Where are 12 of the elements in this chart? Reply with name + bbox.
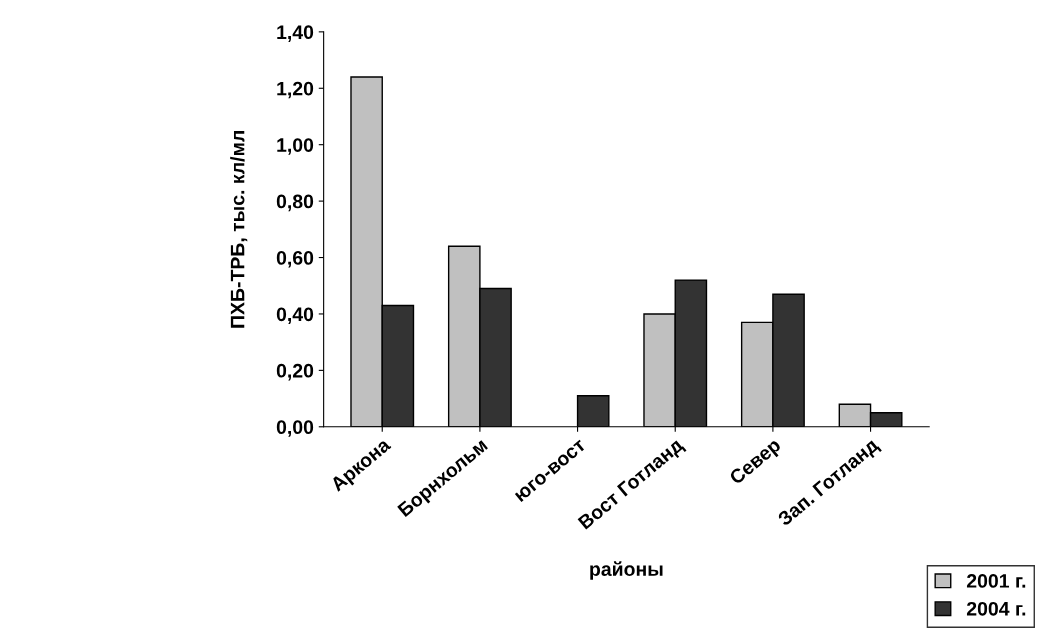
- y-tick-label: 0,00: [276, 420, 314, 437]
- legend-label: 2004 г.: [966, 601, 1026, 616]
- y-axis-title: ПХБ-ТРБ, тыс. кл/мл: [230, 131, 248, 328]
- y-tick-label: 0,60: [276, 251, 314, 268]
- y-tick-label: 0,40: [276, 307, 314, 325]
- y-tick-label: 1,20: [277, 81, 314, 99]
- y-tick-label: 1,40: [277, 25, 314, 42]
- y-tick-label: 0,20: [276, 363, 314, 381]
- y-tick-label: 0,80: [276, 194, 314, 212]
- y-tick-label: 1,00: [277, 138, 314, 155]
- x-axis-title: районы: [590, 561, 663, 580]
- legend-label: 2001 г.: [966, 574, 1026, 588]
